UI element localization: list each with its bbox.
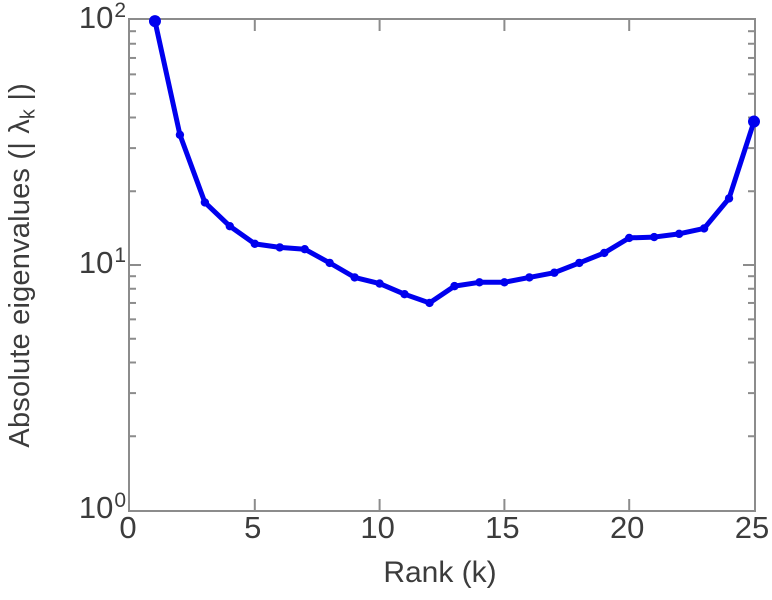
data-point <box>649 232 659 242</box>
data-point <box>600 248 609 258</box>
y-axis-title-tail: |) <box>3 82 36 109</box>
x-axis-tick-labels: 0 5 10 15 20 25 <box>119 510 769 556</box>
y-tick-label-1: 100 <box>78 488 126 525</box>
data-point <box>425 298 434 308</box>
x-axis-title: Rank (k) <box>383 556 497 589</box>
y-axis-tick-labels: 102 101 100 <box>48 0 126 530</box>
x-tick-label: 25 <box>734 510 770 545</box>
data-point <box>674 229 684 239</box>
x-tick-label: 0 <box>119 510 137 545</box>
y-axis-title-text: Absolute eigenvalues (| λ <box>3 118 36 448</box>
data-point <box>625 233 634 243</box>
data-point <box>148 15 161 28</box>
data-point <box>225 222 235 231</box>
data-point <box>275 243 284 252</box>
data-point <box>200 198 210 207</box>
data-point <box>400 290 409 299</box>
data-point <box>450 281 459 291</box>
x-tick-label: 20 <box>609 510 645 545</box>
y-axis-title: Absolute eigenvalues (| λk |) <box>0 0 44 530</box>
data-point <box>375 279 384 288</box>
data-point <box>175 130 185 139</box>
x-tick-label: 10 <box>360 510 395 545</box>
x-tick-label: 5 <box>244 510 262 545</box>
data-point <box>748 115 760 128</box>
axis-ticks <box>130 20 754 510</box>
data-point <box>300 245 309 254</box>
data-point <box>475 278 484 287</box>
data-point <box>250 239 259 249</box>
data-point-markers <box>148 15 760 308</box>
y-tick-label-10: 101 <box>78 243 126 280</box>
x-tick-label: 15 <box>485 510 520 545</box>
data-point <box>699 224 709 233</box>
data-point <box>575 258 584 268</box>
plot-canvas <box>130 15 760 510</box>
data-point <box>500 278 509 287</box>
data-point <box>550 268 559 277</box>
data-point <box>325 258 334 268</box>
data-point <box>724 194 734 203</box>
y-tick-label-100: 102 <box>78 0 126 35</box>
y-axis-title-subscript: k <box>17 108 40 119</box>
data-point <box>350 273 359 282</box>
plot-area <box>128 15 760 512</box>
data-point <box>525 273 534 282</box>
data-line <box>152 18 757 306</box>
